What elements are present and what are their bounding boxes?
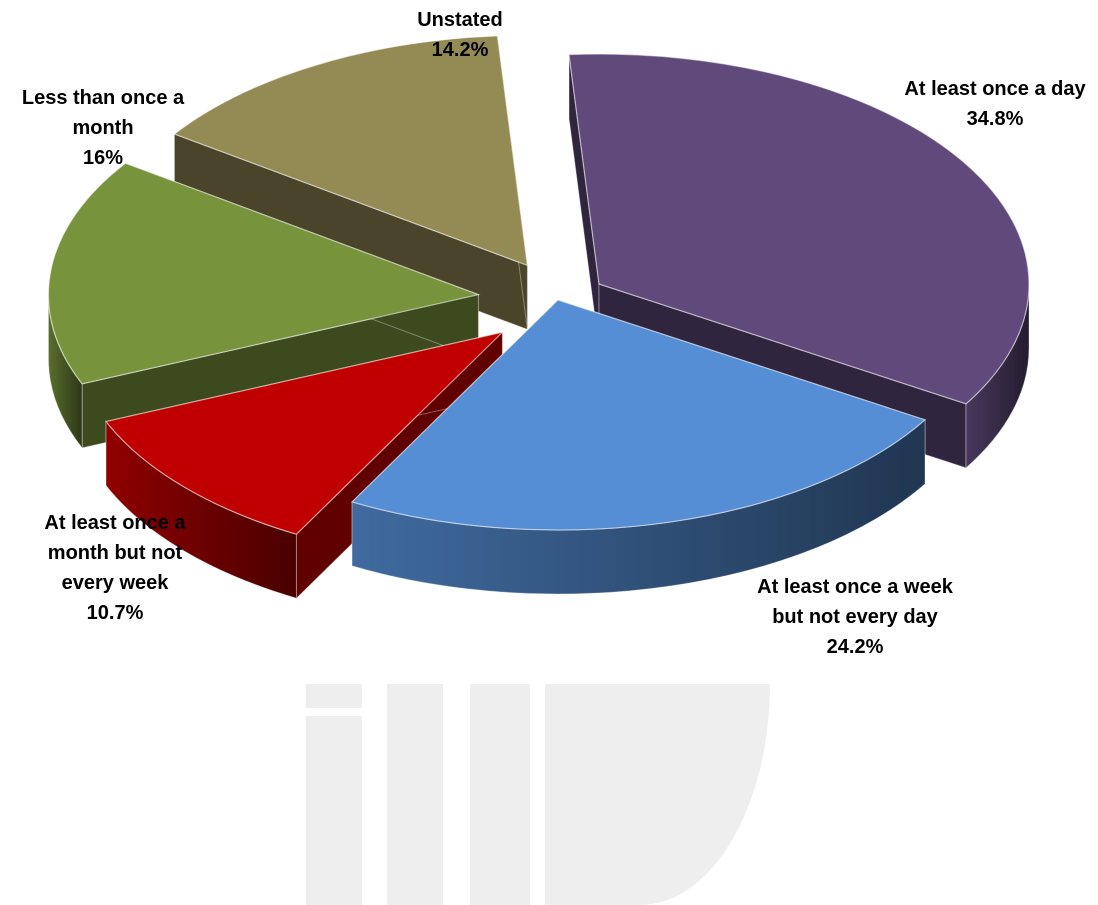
pie-slice: [350, 298, 927, 595]
slice-top: [568, 53, 1030, 405]
slice-top: [47, 162, 481, 385]
slice-top: [104, 331, 505, 535]
slice-label: At least once a month but not every week 10…: [44, 512, 186, 624]
pie-slices: [47, 35, 1030, 600]
slice-label: Unstated 14.2%: [417, 9, 503, 61]
slice-label: At least once a day 34.8%: [904, 78, 1086, 130]
slice-label: Less than once a month 16%: [22, 87, 185, 169]
slice-top: [173, 35, 529, 267]
slice-labels: At least once a day 34.8% At least once a …: [22, 9, 1087, 658]
pie-slice: [104, 331, 505, 600]
slice-label: At least once a week but not every day 24.…: [757, 576, 954, 658]
watermark-logo: [306, 684, 770, 905]
slice-top: [350, 299, 927, 531]
